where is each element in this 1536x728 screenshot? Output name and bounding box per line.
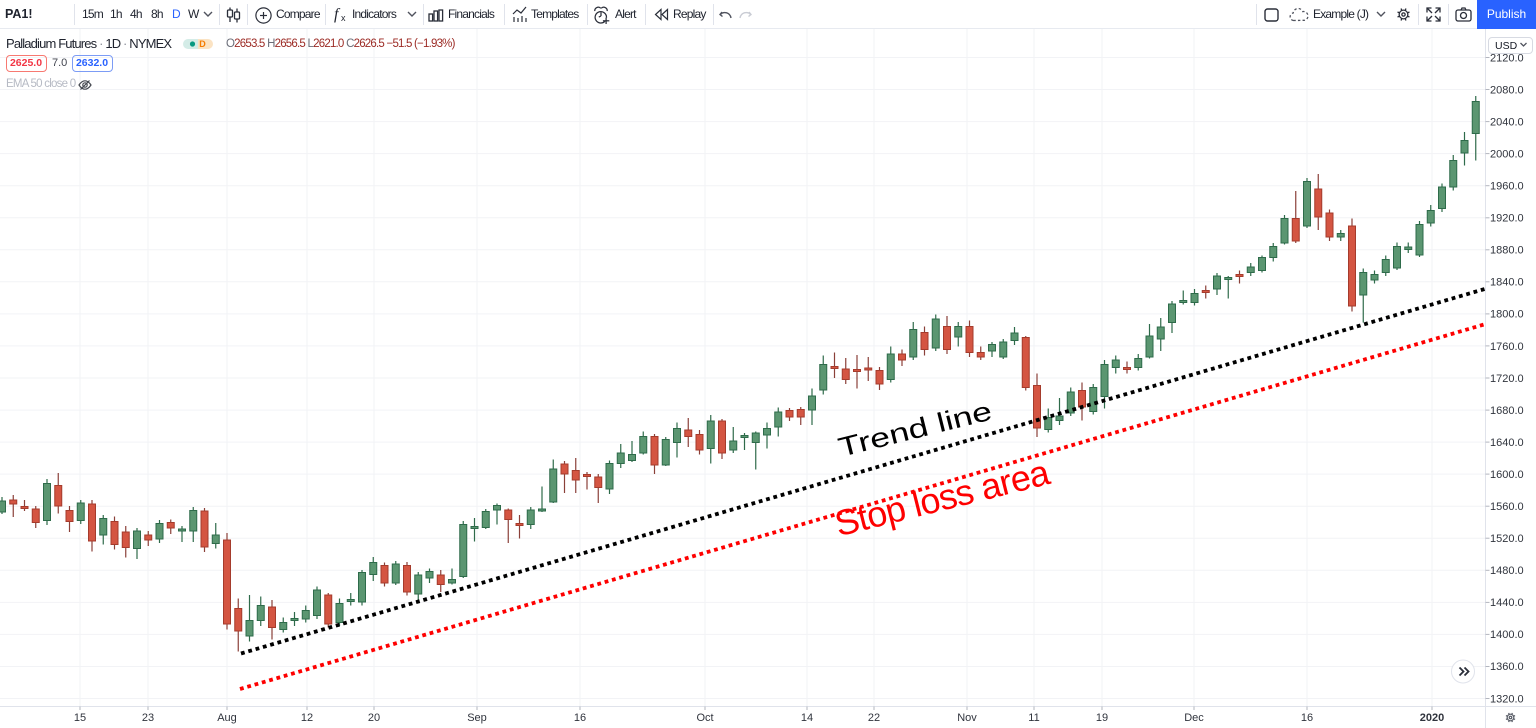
svg-text:12: 12 — [301, 712, 313, 724]
svg-text:Oct: Oct — [696, 712, 713, 724]
svg-text:1800.0: 1800.0 — [1490, 309, 1524, 321]
svg-text:Dec: Dec — [1184, 712, 1204, 724]
svg-text:Nov: Nov — [957, 712, 977, 724]
svg-text:1720.0: 1720.0 — [1490, 373, 1524, 385]
svg-text:2080.0: 2080.0 — [1490, 84, 1524, 96]
svg-text:2000.0: 2000.0 — [1490, 148, 1524, 160]
svg-text:14: 14 — [801, 712, 813, 724]
svg-text:1760.0: 1760.0 — [1490, 341, 1524, 353]
svg-text:1880.0: 1880.0 — [1490, 245, 1524, 257]
svg-text:1600.0: 1600.0 — [1490, 469, 1524, 481]
svg-text:1320.0: 1320.0 — [1490, 693, 1524, 705]
svg-text:1560.0: 1560.0 — [1490, 501, 1524, 513]
svg-text:11: 11 — [1028, 712, 1039, 724]
svg-text:1400.0: 1400.0 — [1490, 629, 1524, 641]
svg-text:23: 23 — [142, 712, 154, 724]
svg-text:16: 16 — [1301, 712, 1313, 724]
svg-text:USD: USD — [1495, 40, 1518, 52]
svg-text:20: 20 — [368, 712, 380, 724]
svg-text:1640.0: 1640.0 — [1490, 437, 1524, 449]
svg-text:1480.0: 1480.0 — [1490, 565, 1524, 577]
svg-text:Trend line: Trend line — [835, 395, 995, 463]
svg-text:1840.0: 1840.0 — [1490, 277, 1524, 289]
svg-text:1440.0: 1440.0 — [1490, 597, 1524, 609]
svg-text:1360.0: 1360.0 — [1490, 661, 1524, 673]
svg-text:2020: 2020 — [1420, 712, 1444, 724]
svg-text:16: 16 — [574, 712, 586, 724]
svg-text:2120.0: 2120.0 — [1490, 52, 1524, 64]
svg-text:1520.0: 1520.0 — [1490, 533, 1524, 545]
svg-text:Sep: Sep — [467, 712, 487, 724]
svg-text:2040.0: 2040.0 — [1490, 116, 1524, 128]
svg-text:D: D — [199, 39, 206, 49]
svg-text:1680.0: 1680.0 — [1490, 405, 1524, 417]
svg-text:19: 19 — [1096, 712, 1108, 724]
svg-text:Stop loss area: Stop loss area — [831, 451, 1055, 544]
svg-text:Aug: Aug — [217, 712, 237, 724]
svg-text:1960.0: 1960.0 — [1490, 181, 1524, 193]
svg-text:1920.0: 1920.0 — [1490, 213, 1524, 225]
svg-text:22: 22 — [868, 712, 880, 724]
svg-text:15: 15 — [74, 712, 86, 724]
